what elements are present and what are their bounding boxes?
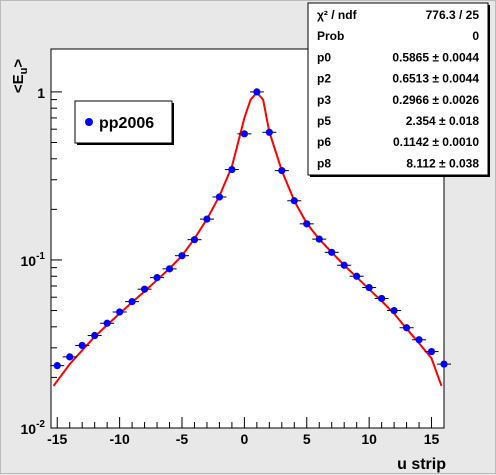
x-tick-label: -15 xyxy=(47,431,67,447)
x-tick-label: 10 xyxy=(361,431,377,447)
data-point xyxy=(178,252,186,260)
y-tick-label: 1 xyxy=(37,85,45,101)
stats-value: 0 xyxy=(472,29,479,43)
stats-key: p2 xyxy=(317,72,331,86)
data-point xyxy=(315,235,323,243)
x-tick-label: -5 xyxy=(176,431,189,447)
legend-box-shadow-bottom xyxy=(77,143,174,145)
stats-box: χ² / ndf 776.3 / 25 Prob 0 p0 0.5865 ± 0.0044… xyxy=(307,2,490,177)
x-tick-label: 0 xyxy=(240,431,248,447)
legend-box-shadow-right xyxy=(172,103,174,145)
stats-value: 0.2966 ± 0.0026 xyxy=(392,93,479,107)
stats-key: p5 xyxy=(317,114,331,128)
data-point xyxy=(390,306,398,315)
data-point xyxy=(365,283,373,292)
y-tick-label: 10-2 xyxy=(21,419,46,437)
stats-value: 0.5865 ± 0.0044 xyxy=(392,50,479,64)
y-axis-label-sub: u xyxy=(18,68,30,75)
x-tick-label: 5 xyxy=(303,431,311,447)
stats-value: 776.3 / 25 xyxy=(426,8,480,22)
data-point xyxy=(78,341,86,350)
data-point xyxy=(91,331,99,340)
stats-value: 0.1142 ± 0.0010 xyxy=(393,135,479,149)
stats-key: p0 xyxy=(317,50,331,64)
x-tick-label: -10 xyxy=(110,431,130,447)
data-point xyxy=(103,319,111,327)
stats-value: 0.6513 ± 0.0044 xyxy=(392,72,479,86)
stats-box-shadow-bottom xyxy=(310,175,490,177)
data-point xyxy=(440,360,448,368)
data-point xyxy=(353,272,361,280)
stats-key: p8 xyxy=(317,156,331,170)
stats-key: p6 xyxy=(317,135,331,149)
data-point xyxy=(228,165,236,174)
data-point xyxy=(253,88,261,96)
data-point xyxy=(328,248,336,256)
data-point xyxy=(53,362,61,370)
y-axis-label: <Eu> xyxy=(10,59,30,94)
fit-curve-group xyxy=(52,91,443,387)
x-axis-label: u strip xyxy=(397,456,446,473)
stats-value: 8.112 ± 0.038 xyxy=(406,156,479,170)
axes: -15 -10 -5 0 5 10 15 10-2 10-1 1 xyxy=(21,85,445,447)
stats-box-shadow-right xyxy=(488,5,490,177)
data-point xyxy=(153,274,161,282)
data-point xyxy=(240,130,248,138)
data-point xyxy=(378,294,386,303)
data-point xyxy=(190,236,199,244)
data-point xyxy=(415,336,423,344)
y-axis-label-main: <E xyxy=(10,74,27,93)
data-point xyxy=(203,215,211,223)
data-point xyxy=(140,285,149,293)
data-point xyxy=(128,298,136,306)
y-tick-label: 10-1 xyxy=(21,251,46,269)
legend-entry: pp2006 xyxy=(99,115,154,132)
data-point xyxy=(165,265,174,273)
stats-key: Prob xyxy=(317,29,344,43)
y-axis-label-tail: > xyxy=(10,59,27,68)
stats-key: p3 xyxy=(317,93,331,107)
data-point xyxy=(215,193,224,201)
fit-curve xyxy=(52,91,443,387)
stats-box-frame xyxy=(307,2,489,176)
stats-value: 2.354 ± 0.018 xyxy=(406,114,480,128)
data-points-group xyxy=(50,88,451,370)
data-point xyxy=(427,347,436,356)
svg-text:<Eu>: <Eu> xyxy=(10,59,30,94)
data-point xyxy=(116,308,124,316)
data-point xyxy=(303,220,311,228)
legend: pp2006 xyxy=(74,100,174,145)
data-point xyxy=(278,167,286,175)
stats-key: χ² / ndf xyxy=(317,8,358,22)
legend-marker xyxy=(85,118,93,126)
data-point xyxy=(290,197,298,205)
data-point xyxy=(66,353,74,361)
x-tick-label: 15 xyxy=(424,431,440,447)
data-point xyxy=(265,128,273,136)
data-point xyxy=(340,261,348,269)
data-point xyxy=(402,324,411,332)
